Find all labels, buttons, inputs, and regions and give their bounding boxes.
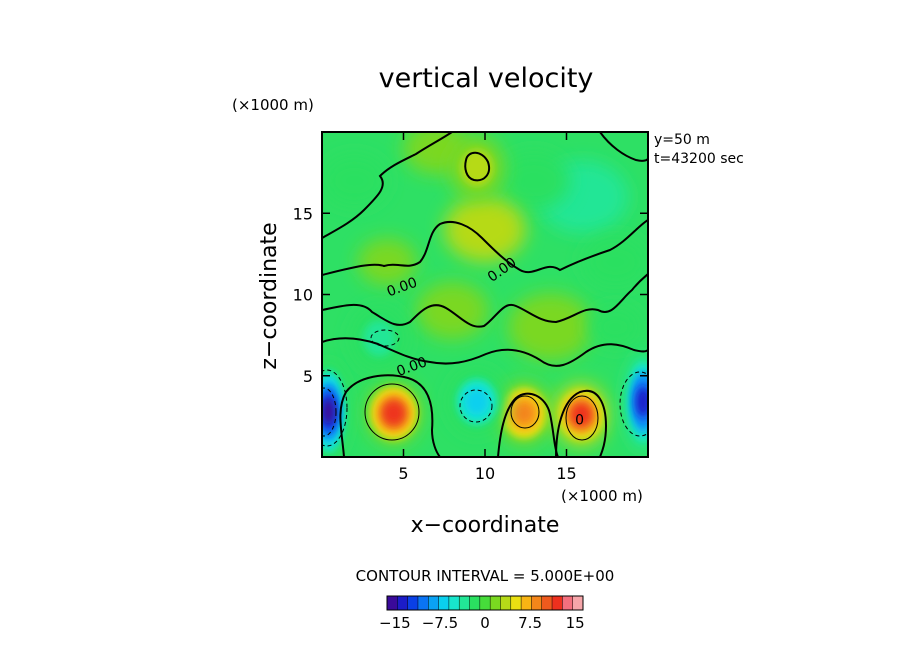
field-feature [636,387,648,417]
colorbar-cell [521,596,532,610]
colorbar-cell [510,596,522,610]
zero-contour [322,337,648,367]
zero-contour [555,389,608,457]
colorbar-cell [459,596,470,610]
contour-neg5 [370,329,400,347]
colorbar-cell [572,596,584,610]
contour-5 [510,395,540,429]
zero-contour [599,132,648,162]
colorbar-cell [541,596,553,610]
y-tick-label: 5 [303,367,313,386]
zero-contour [322,219,648,276]
field-patch [444,197,526,262]
field-patch [582,236,648,288]
info-line-y: y=50 m [654,132,710,148]
colorbar-cell [490,596,501,610]
field-feature [514,402,535,425]
zero-contour [322,132,453,239]
field-patch [507,293,593,361]
colorbar-cell [479,596,491,610]
contour-5 [565,395,599,441]
field-feature [571,403,592,426]
colorbar-cell [531,596,543,610]
colorbar-cell [500,596,512,610]
colorbar-cell [438,596,450,610]
field-feature [363,320,396,357]
zero-contour [497,392,559,457]
chart-title: vertical velocity [379,63,594,94]
contour-neg10 [322,387,337,437]
contour-lines [322,132,648,457]
zero-contour [322,273,648,328]
field-patch [589,306,642,348]
plot-area: 0.000.000.000 [322,132,648,457]
colorbar-cell [562,596,573,610]
colorbar-tick-label: 15 [566,614,585,632]
negative-contours [322,329,648,447]
colorbar-tick-labels: −15 −7.5 0 7.5 15 [379,614,585,632]
colorbar [386,595,584,611]
field-feature [384,403,403,423]
colorbar-tick-label: 0 [480,614,490,632]
colorbar-tick-label: 7.5 [518,614,542,632]
zero-contour [339,374,441,457]
contour-neg5 [459,389,493,423]
colorbar-cell [407,596,419,610]
y-axis-label: z−coordinate [257,222,282,369]
field-patch [416,282,489,340]
y-axis-unit: (×1000 m) [232,96,314,114]
field-patch [498,152,570,210]
field-feature [322,398,335,425]
field-blobs [322,132,648,457]
colorbar-tick-label: −15 [379,614,411,632]
x-tick-label: 15 [556,464,576,483]
field-patch [322,154,388,207]
x-tick-label: 5 [398,464,408,483]
colorbar-cell [469,596,481,610]
x-tick-label: 10 [475,464,495,483]
colorbar-cell [397,596,408,610]
field-feature [464,388,489,416]
contour-neg5 [322,369,348,447]
colorbar-cell [448,596,460,610]
x-axis-label: x−coordinate [411,513,560,538]
contour-label: 0 [575,413,584,429]
y-ticks: 5 10 15 [293,204,648,386]
info-line-t: t=43200 sec [654,151,744,167]
colorbar-frame [386,595,584,611]
colorbar-tick-label: −7.5 [422,614,458,632]
colorbar-cell [387,596,398,610]
colorbar-cell [428,596,439,610]
contour-5 [364,383,420,441]
field-patch [357,238,417,286]
colorbar-cell [417,596,429,610]
zero-contour [464,151,490,182]
colorbar-cell [552,596,563,610]
positive-contours [364,383,599,441]
x-ticks: 5 10 15 [398,132,577,483]
x-axis-unit: (×1000 m) [561,487,643,505]
contour-interval-label: CONTOUR INTERVAL = 5.000E+00 [356,567,615,585]
y-tick-label: 15 [293,204,313,223]
y-tick-label: 10 [293,286,313,305]
